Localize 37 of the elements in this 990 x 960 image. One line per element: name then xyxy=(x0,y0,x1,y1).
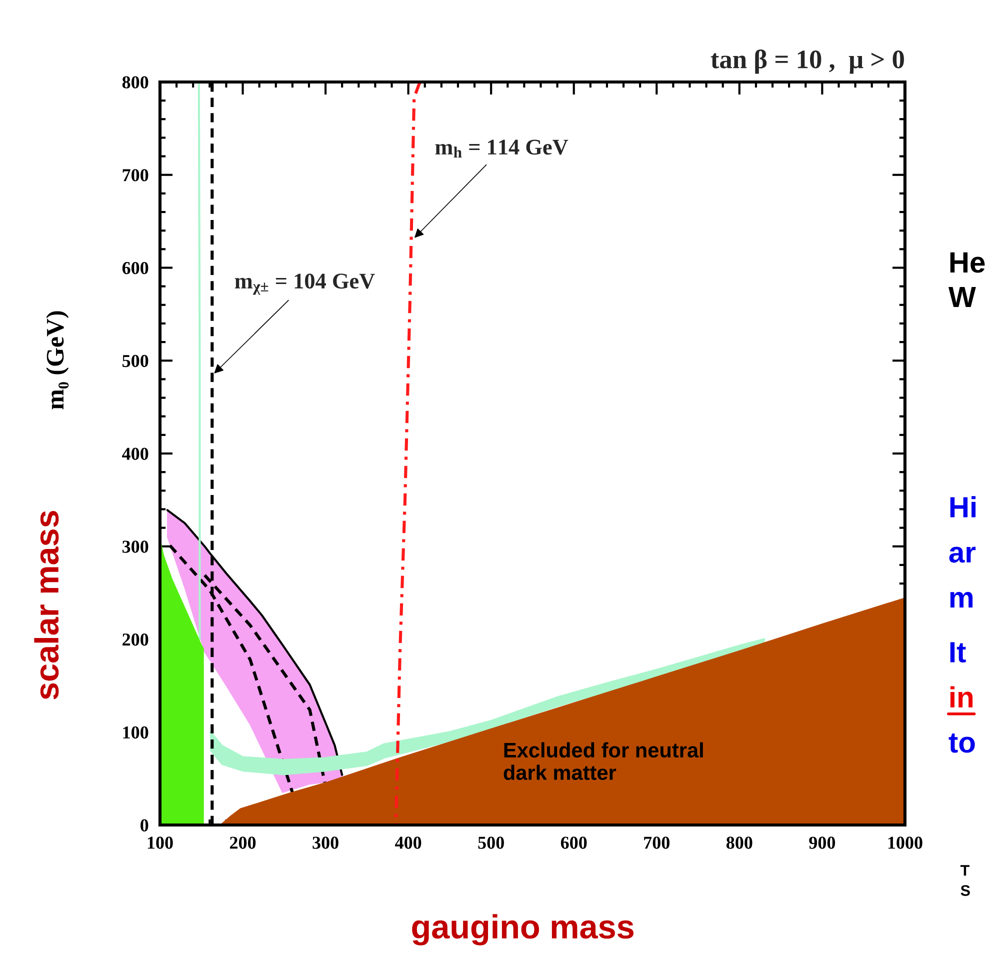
text: m xyxy=(950,592,973,608)
x-tick-label: 700 xyxy=(644,836,670,849)
text: in xyxy=(950,686,973,708)
text: W xyxy=(948,286,976,308)
text: ar xyxy=(949,546,976,563)
x-tick-label: 300 xyxy=(312,836,338,849)
x-axis-title: gaugino mass xyxy=(412,914,634,946)
y-tick-label: 300 xyxy=(122,540,148,553)
x-tick-label: 900 xyxy=(809,836,836,849)
x-tick-label: 800 xyxy=(726,836,752,849)
y-tick-label: 700 xyxy=(122,169,148,182)
text: T xyxy=(960,865,970,876)
text: to xyxy=(948,733,975,753)
text: He xyxy=(950,252,985,273)
y-tick-label: 800 xyxy=(122,76,148,88)
y-axis-title: scalar mass xyxy=(34,510,59,700)
x-tick-label: 200 xyxy=(230,836,256,849)
x-tick-label: 600 xyxy=(560,836,587,849)
x-tick-label: 100 xyxy=(148,836,173,849)
x-tick-label: 1000 xyxy=(888,836,922,849)
text: It xyxy=(950,642,966,663)
text: Hi xyxy=(950,496,976,518)
y-tick-label: 0 xyxy=(140,819,148,832)
x-tick-label: 400 xyxy=(395,836,422,849)
annotation: m$_{h}$ = 114 GeV xyxy=(435,140,568,158)
annotation: m$_{χ±}$ = 104 GeV xyxy=(234,274,375,295)
text: m₀ (GeV) xyxy=(46,311,69,410)
y-tick-label: 500 xyxy=(122,354,148,368)
y-tick-label: 200 xyxy=(122,634,148,646)
y-tick-label: 400 xyxy=(122,448,148,460)
chart-title: tan β = 10 , μ > 0 xyxy=(710,50,904,74)
y-tick-label: 600 xyxy=(122,262,148,274)
x-tick-label: 500 xyxy=(478,836,504,849)
text: S xyxy=(960,885,970,896)
annotation: Excluded for neutral dark matter xyxy=(504,742,703,780)
line-series xyxy=(394,82,422,826)
y-tick-label: 100 xyxy=(123,726,148,739)
